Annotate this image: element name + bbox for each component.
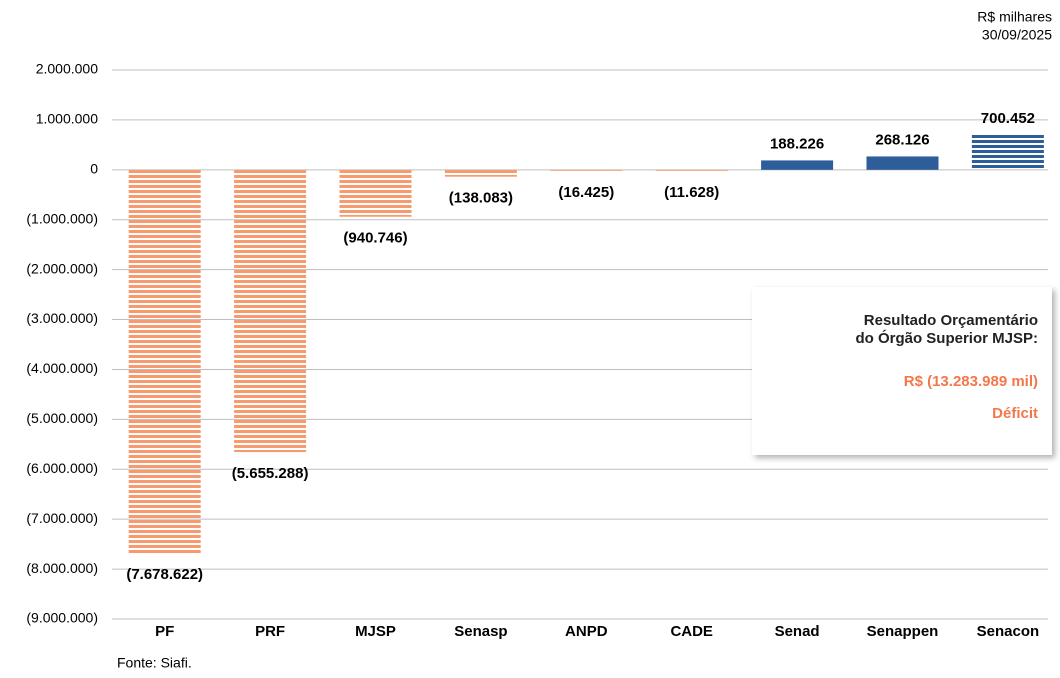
y-tick-label: (5.000.000) — [26, 410, 98, 426]
y-tick-label: 1.000.000 — [36, 111, 98, 127]
y-tick-label: (1.000.000) — [26, 210, 98, 226]
source: Fonte: Siafi. — [117, 655, 192, 671]
x-tick-label: MJSP — [355, 623, 396, 640]
annotation-box — [752, 287, 1052, 455]
x-tick-label: Senad — [775, 623, 820, 640]
bar — [444, 169, 517, 177]
y-tick-label: (6.000.000) — [26, 460, 98, 476]
x-tick-label: PRF — [255, 623, 285, 640]
y-tick-label: (2.000.000) — [26, 260, 98, 276]
plot-area: 2.000.000 1.000.000 0 (1.000.000) (2.000.000… — [26, 61, 1048, 640]
y-tick-label: 0 — [90, 161, 98, 177]
bar — [128, 169, 201, 554]
value-label: (5.655.288) — [232, 465, 309, 482]
date: 30/09/2025 — [982, 27, 1052, 43]
y-tick-label: (7.000.000) — [26, 510, 98, 526]
annotation-result: Déficit — [992, 405, 1038, 422]
y-tick-label: (8.000.000) — [26, 560, 98, 576]
y-tick-label: 2.000.000 — [36, 61, 98, 77]
value-label: 268.126 — [875, 131, 929, 148]
value-label: (7.678.622) — [126, 566, 203, 583]
value-label: (138.083) — [449, 190, 513, 207]
y-tick-label: (9.000.000) — [26, 610, 98, 626]
unit-note: R$ milhares — [977, 9, 1052, 25]
annotation-title: do Órgão Superior MJSP: — [855, 329, 1038, 347]
bar — [339, 169, 412, 217]
value-label: 700.452 — [981, 110, 1035, 127]
annotation-title: Resultado Orçamentário — [864, 312, 1038, 329]
bar — [234, 169, 307, 453]
bar — [655, 169, 728, 171]
bar — [550, 169, 623, 171]
bar — [971, 134, 1044, 170]
x-tick-label: Senappen — [867, 623, 939, 640]
bar — [866, 156, 939, 170]
bar — [761, 160, 834, 170]
y-tick-label: (3.000.000) — [26, 310, 98, 326]
x-tick-label: CADE — [670, 623, 713, 640]
x-tick-label: Senasp — [454, 623, 507, 640]
x-tick-label: PF — [155, 623, 174, 640]
value-label: (16.425) — [558, 184, 614, 201]
value-label: (940.746) — [343, 230, 407, 247]
y-tick-label: (4.000.000) — [26, 360, 98, 376]
x-tick-label: ANPD — [565, 623, 608, 640]
value-label: (11.628) — [664, 184, 719, 201]
annotation-amount: R$ (13.283.989 mil) — [904, 373, 1038, 390]
value-label: 188.226 — [770, 135, 824, 152]
x-tick-label: Senacon — [977, 623, 1040, 640]
